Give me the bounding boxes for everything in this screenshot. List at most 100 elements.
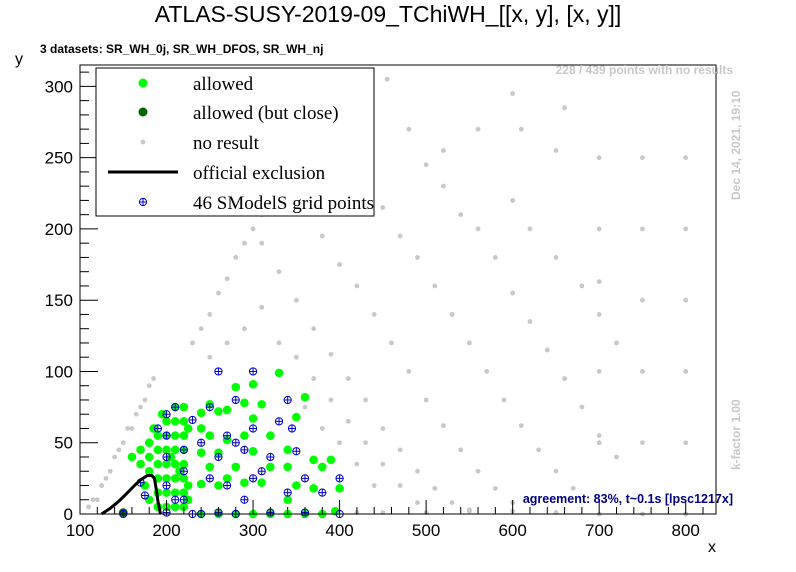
x-tick-label: 500 (412, 521, 440, 540)
no-result-point (553, 148, 559, 153)
allowed-point (335, 484, 344, 493)
no-result-point (415, 468, 420, 474)
allowed-point (153, 431, 163, 440)
allowed-point (179, 459, 189, 469)
grid-point (171, 495, 180, 504)
no-result-point (311, 376, 317, 381)
allowed-point (179, 402, 189, 412)
no-result-point (640, 226, 645, 232)
no-result-point (640, 369, 645, 374)
no-result-point (492, 255, 498, 260)
no-result-point (579, 404, 585, 410)
no-result-point (596, 155, 602, 161)
no-result-point (354, 461, 360, 467)
no-result-point (224, 276, 230, 282)
no-result-point (242, 326, 247, 332)
allowed-point (144, 495, 154, 505)
legend-marker-grid-points (138, 197, 148, 207)
no-result-point (371, 312, 377, 317)
no-result-point (328, 351, 334, 357)
no-result-point (570, 485, 576, 491)
no-result-point (371, 483, 377, 488)
no-result-point (596, 440, 602, 446)
legend-marker-no-result (140, 139, 146, 145)
x-axis-ticks: 100 200 300 400 500 600 700 800 (66, 500, 704, 540)
allowed-point (170, 417, 180, 426)
no-result-point (389, 340, 394, 346)
allowed-point (149, 424, 158, 433)
no-result-point (492, 485, 498, 491)
allowed-point (205, 431, 215, 440)
grid-point (162, 410, 171, 419)
allowed-point (157, 409, 167, 419)
no-result-point (207, 354, 213, 360)
grid-point (179, 445, 188, 454)
allowed-point (144, 466, 154, 476)
no-result-point (363, 440, 368, 446)
no-result-layer (86, 76, 689, 517)
legend-label-allowed-close: allowed (but close) (193, 103, 339, 124)
no-result-point (562, 376, 567, 381)
chart-subtitle: 3 datasets: SR_WH_0j, SR_WH_DFOS, SR_WH_… (40, 42, 323, 56)
y-tick-label: 300 (45, 77, 73, 96)
allowed-point (240, 478, 249, 487)
no-result-point (276, 340, 282, 346)
allowed-point (179, 474, 189, 483)
grid-point (179, 495, 188, 504)
no-result-point (458, 447, 464, 453)
grid-point (214, 367, 223, 376)
allowed-point (214, 481, 223, 490)
allowed-point (240, 431, 249, 440)
x-tick-label: 600 (498, 521, 526, 540)
grid-point (335, 474, 344, 483)
no-result-point (94, 497, 100, 503)
allowed-point (283, 445, 292, 455)
grid-point (257, 467, 266, 476)
no-result-point (345, 376, 351, 381)
no-result-point (596, 312, 602, 317)
grid-point (188, 415, 197, 425)
chart-title: ATLAS-SUSY-2019-09_TChiWH_[[x, y], [x, y… (155, 1, 622, 27)
grid-point (223, 431, 232, 440)
no-result-point (579, 283, 585, 289)
no-result-point (527, 226, 533, 232)
allowed-point (292, 412, 301, 422)
grid-point (205, 402, 214, 412)
allowed-point (183, 481, 193, 490)
allowed-point (292, 481, 301, 490)
no-result-point (441, 148, 446, 153)
plot-frame (79, 64, 717, 515)
no-result-point (449, 312, 455, 317)
no-result-point (596, 433, 602, 439)
grid-point (248, 424, 258, 433)
no-result-point (544, 347, 550, 353)
y-tick-label: 150 (45, 291, 73, 310)
no-result-point (510, 91, 516, 96)
grid-point (140, 491, 149, 500)
allowed-point (222, 405, 232, 415)
no-result-point (441, 183, 446, 189)
no-result-point (380, 426, 386, 431)
no-result-point (293, 354, 299, 360)
no-result-point (107, 468, 113, 474)
allowed-point (136, 459, 145, 469)
no-result-point (311, 326, 317, 332)
allowed-point (300, 392, 310, 402)
grid-point (223, 481, 232, 490)
grid-point (266, 452, 275, 462)
no-result-point (259, 304, 265, 310)
no-result-point (397, 483, 403, 488)
no-result-point (207, 312, 213, 317)
no-result-point (518, 126, 524, 132)
no-result-point (302, 404, 308, 410)
no-result-point (640, 440, 645, 446)
allowed-point (144, 438, 154, 448)
grid-point (248, 474, 258, 483)
allowed-point (175, 466, 184, 476)
allowed-point (127, 452, 137, 462)
no-result-point (328, 397, 334, 403)
allowed-point (179, 488, 189, 497)
no-result-point (142, 397, 148, 403)
allowed-point (266, 431, 275, 440)
